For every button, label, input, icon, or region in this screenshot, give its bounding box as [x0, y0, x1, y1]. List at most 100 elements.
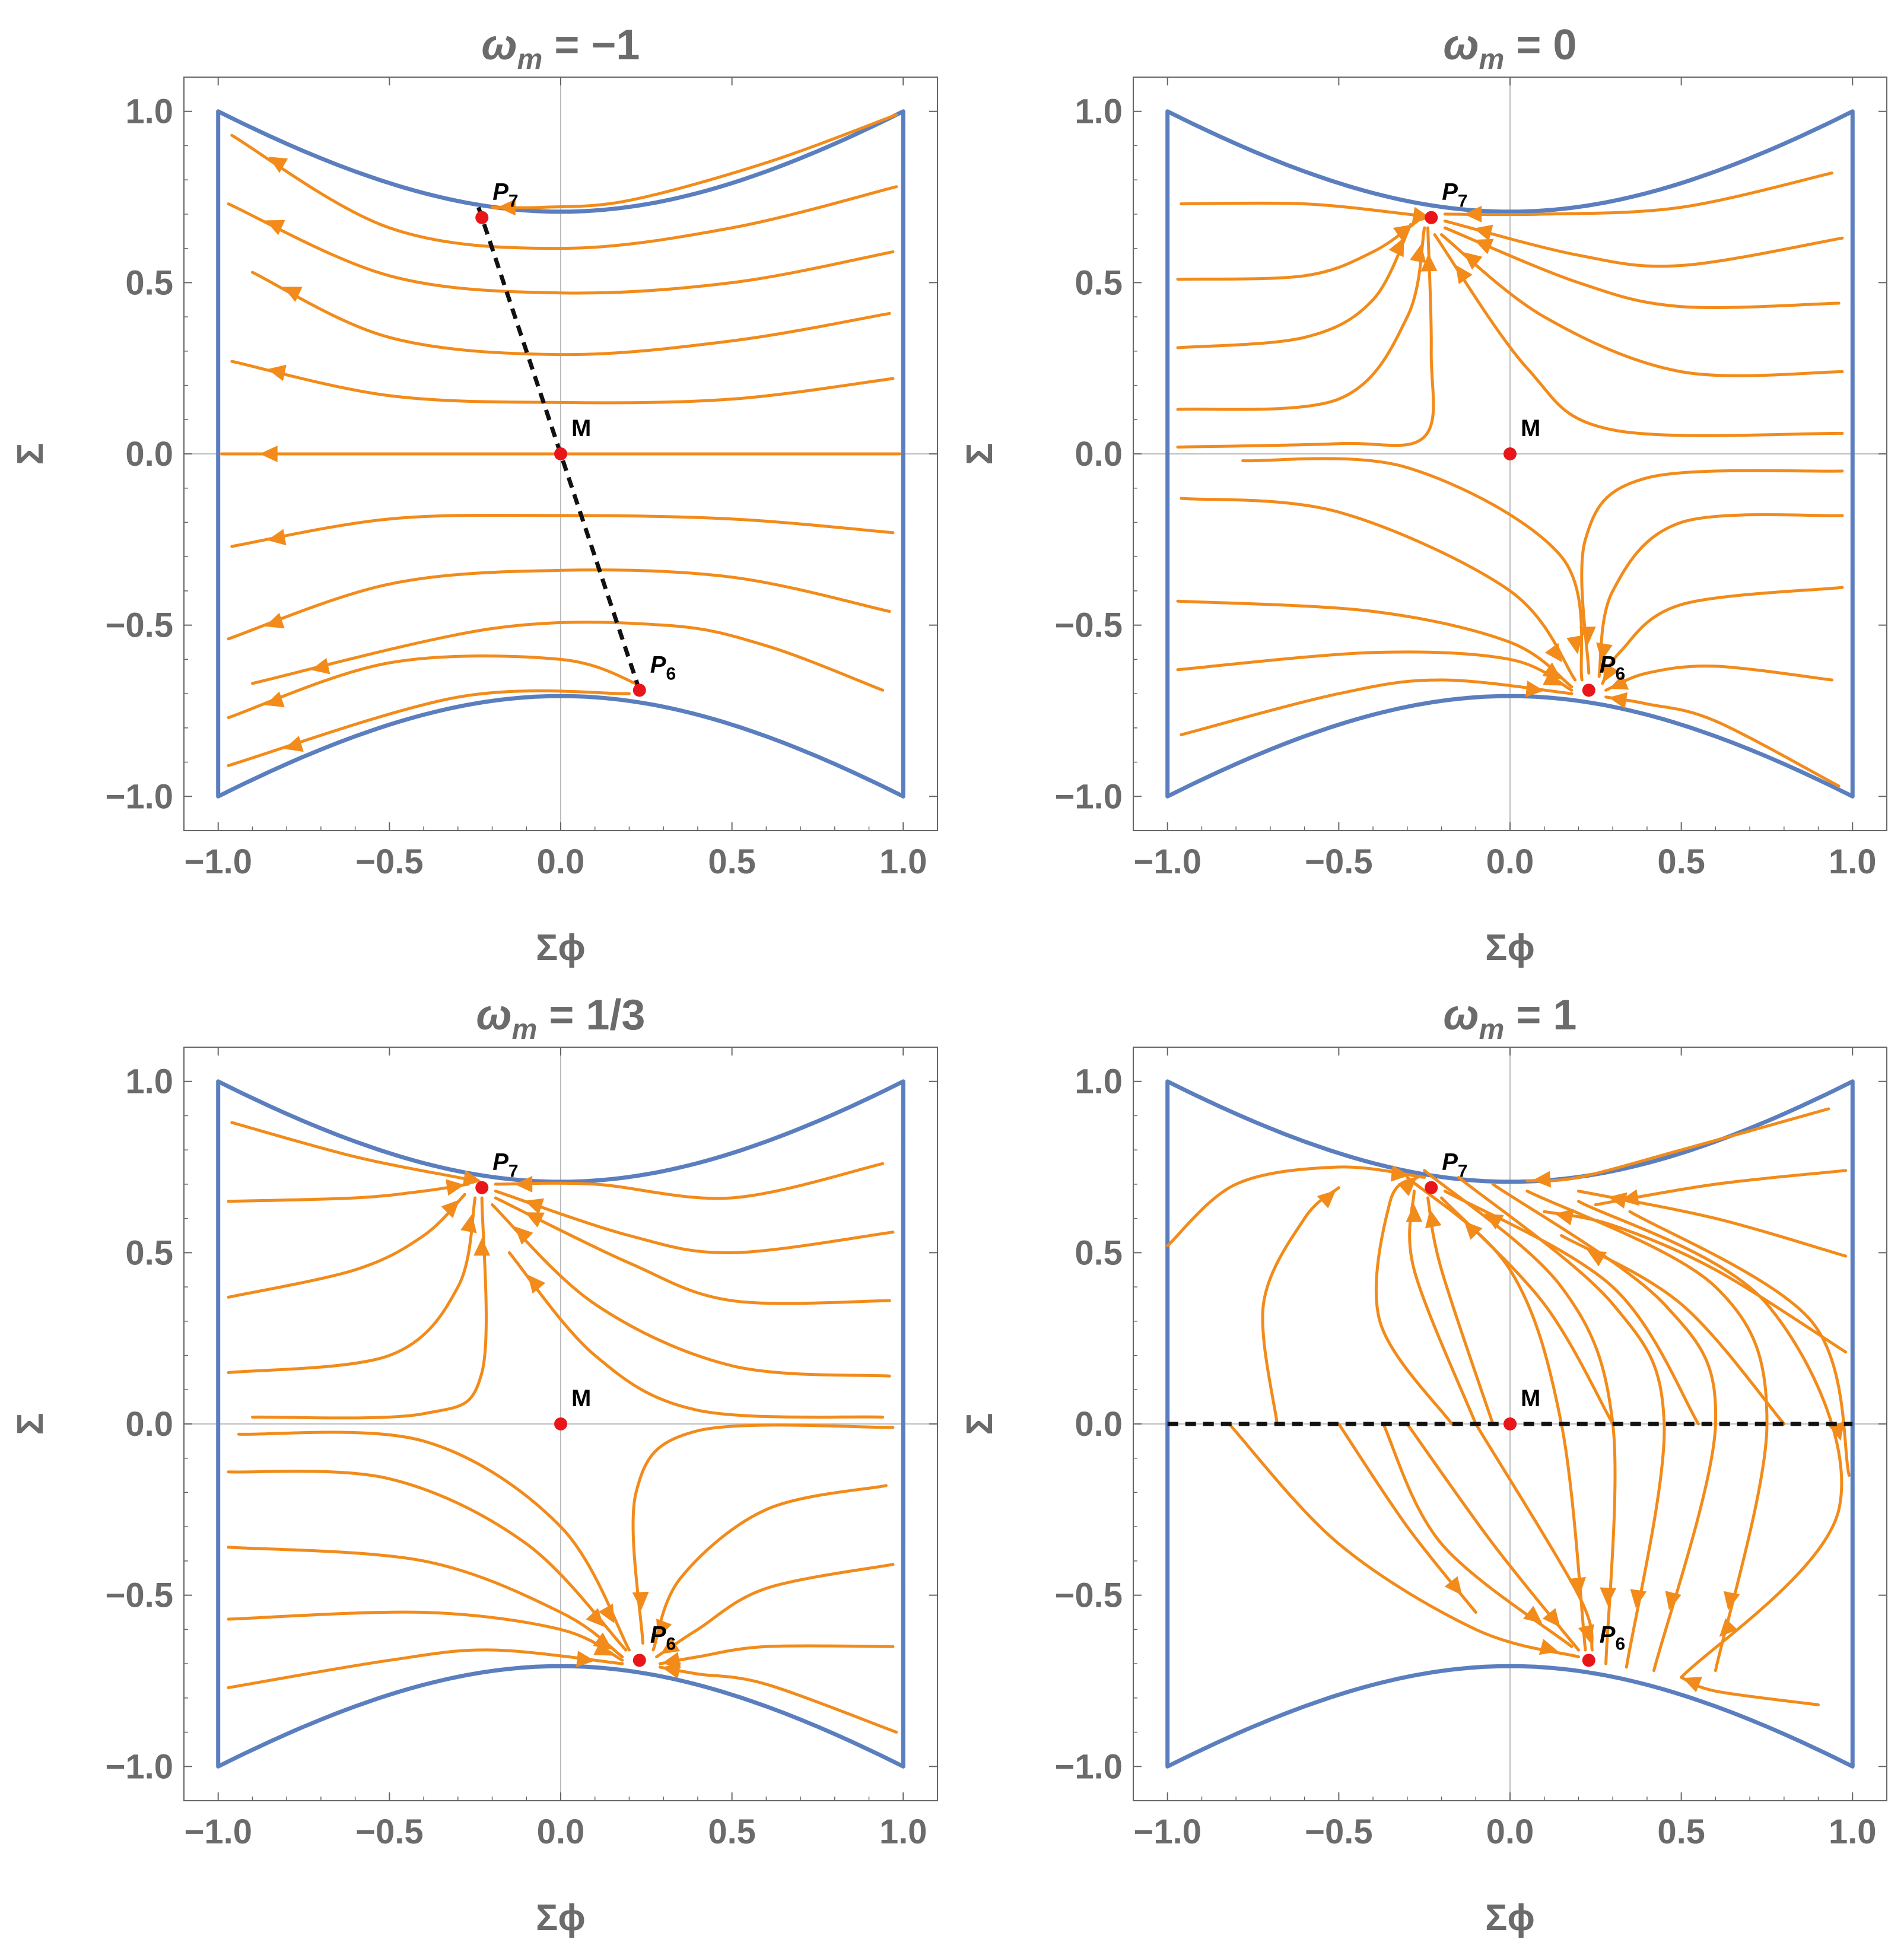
x-axis-label: Σϕ — [536, 1897, 586, 1938]
streamline — [1180, 201, 1429, 220]
point-name: P — [1600, 651, 1616, 678]
x-tick-label: 0.5 — [708, 843, 756, 881]
point-subscript: 6 — [666, 1634, 676, 1654]
streamline-arrow — [473, 1238, 491, 1256]
critical-point — [475, 211, 489, 224]
y-tick-label: 0.0 — [125, 435, 173, 473]
streamline — [1176, 220, 1419, 281]
streamline-arrow — [1525, 681, 1544, 697]
streamline — [227, 689, 631, 767]
x-tick-label: 0.0 — [1486, 1813, 1534, 1851]
streamline — [1604, 695, 1841, 788]
streamline — [227, 1193, 466, 1299]
streamline — [227, 1610, 624, 1662]
streamline — [1443, 1190, 1700, 1426]
streamline — [1166, 1165, 1426, 1248]
critical-point — [1582, 683, 1595, 697]
streamline — [227, 1648, 624, 1689]
streamline-arrow — [1464, 205, 1482, 222]
streamline-arrow — [1455, 265, 1473, 284]
streamline-arrow — [1543, 670, 1563, 686]
streamline-arrow — [265, 612, 285, 629]
streamline-arrow — [1569, 1576, 1587, 1596]
streamline — [1423, 1169, 1617, 1665]
y-tick-label: 1.0 — [125, 93, 173, 131]
x-tick-label: −0.5 — [1305, 1813, 1373, 1851]
streamline-arrow — [1579, 627, 1596, 645]
x-tick-label: 1.0 — [879, 1813, 927, 1851]
streamline — [251, 271, 891, 357]
streamline — [1176, 222, 1413, 349]
y-axis-label: Σ — [959, 1413, 1000, 1435]
streamline-arrow — [1620, 1189, 1640, 1206]
critical-point — [554, 447, 567, 460]
y-tick-label: −1.0 — [1055, 1747, 1123, 1786]
y-tick-label: 0.5 — [125, 263, 173, 302]
streamline-arrow — [525, 1212, 545, 1228]
streamline — [1443, 171, 1834, 217]
streamline — [1375, 1175, 1454, 1426]
streamline — [1604, 665, 1834, 692]
point-name: M — [1521, 415, 1540, 441]
critical-point-label: P7 — [1442, 179, 1467, 211]
streamline — [1176, 226, 1435, 449]
streamline-arrow — [660, 1637, 681, 1654]
streamline-arrow — [1523, 1606, 1543, 1624]
streamline-arrow — [1665, 1591, 1682, 1610]
y-tick-label: 0.0 — [1075, 1405, 1123, 1444]
critical-point — [1425, 211, 1438, 224]
streamline — [1261, 1186, 1340, 1426]
streamline-arrow — [514, 1175, 533, 1193]
streamlines — [1166, 1107, 1851, 1706]
streamline — [491, 1203, 891, 1378]
region-boundary — [216, 109, 905, 799]
streamline-arrow — [586, 1608, 605, 1627]
x-axis-label: Σϕ — [1485, 927, 1535, 968]
x-tick-label: 1.0 — [1829, 843, 1877, 881]
y-tick-label: 0.5 — [1075, 1233, 1123, 1272]
x-axis-label: Σϕ — [536, 927, 586, 968]
streamline — [1176, 599, 1574, 688]
streamline-arrow — [1420, 253, 1438, 272]
x-tick-label: 0.0 — [537, 1813, 585, 1851]
streamline-arrow — [1539, 1639, 1559, 1655]
x-tick-label: 0.0 — [537, 843, 585, 881]
y-tick-label: 0.5 — [1075, 263, 1123, 302]
critical-point-label: M — [1521, 1385, 1540, 1411]
critical-point — [554, 1417, 567, 1430]
region-boundary — [1165, 1079, 1855, 1769]
streamline-arrow — [1600, 1587, 1617, 1606]
streamline-arrow — [1630, 1589, 1647, 1608]
region-boundary — [216, 1079, 905, 1769]
streamline-arrow — [598, 1603, 615, 1623]
streamline — [227, 1196, 477, 1374]
streamline — [251, 621, 885, 692]
streamline — [1580, 469, 1844, 675]
point-name: P — [1600, 1622, 1616, 1648]
streamline-arrow — [1603, 663, 1619, 683]
point-subscript: 6 — [1615, 664, 1625, 683]
streamline-arrow — [1444, 1576, 1463, 1595]
critical-point — [632, 1654, 646, 1667]
streamline-arrow — [1406, 1204, 1423, 1222]
x-tick-label: −0.5 — [355, 843, 424, 881]
streamline — [655, 1563, 895, 1658]
panel-title: ωm = 1 — [1444, 991, 1577, 1045]
streamline — [230, 133, 898, 250]
panel-omega-one-third: ωm = 1/3 Σϕ Σ −1.0 −0.5 0.0 0.5 1.0 1.0 0.5 0.0… — [10, 991, 938, 1938]
streamline — [507, 1251, 885, 1419]
streamline — [1176, 226, 1426, 411]
x-tick-label: −1.0 — [1133, 1813, 1201, 1851]
streamline — [230, 1121, 480, 1182]
streamline — [491, 113, 898, 209]
panel-title: ωm = −1 — [482, 21, 640, 75]
streamline-arrow — [1828, 1421, 1845, 1441]
y-tick-label: 1.0 — [1075, 93, 1123, 131]
x-tick-label: 1.0 — [879, 843, 927, 881]
y-tick-label: −1.0 — [106, 1747, 174, 1786]
point-name: P — [650, 1622, 666, 1648]
x-tick-label: 1.0 — [1829, 1813, 1877, 1851]
streamline-arrow — [1542, 1608, 1560, 1627]
streamline — [230, 360, 895, 405]
